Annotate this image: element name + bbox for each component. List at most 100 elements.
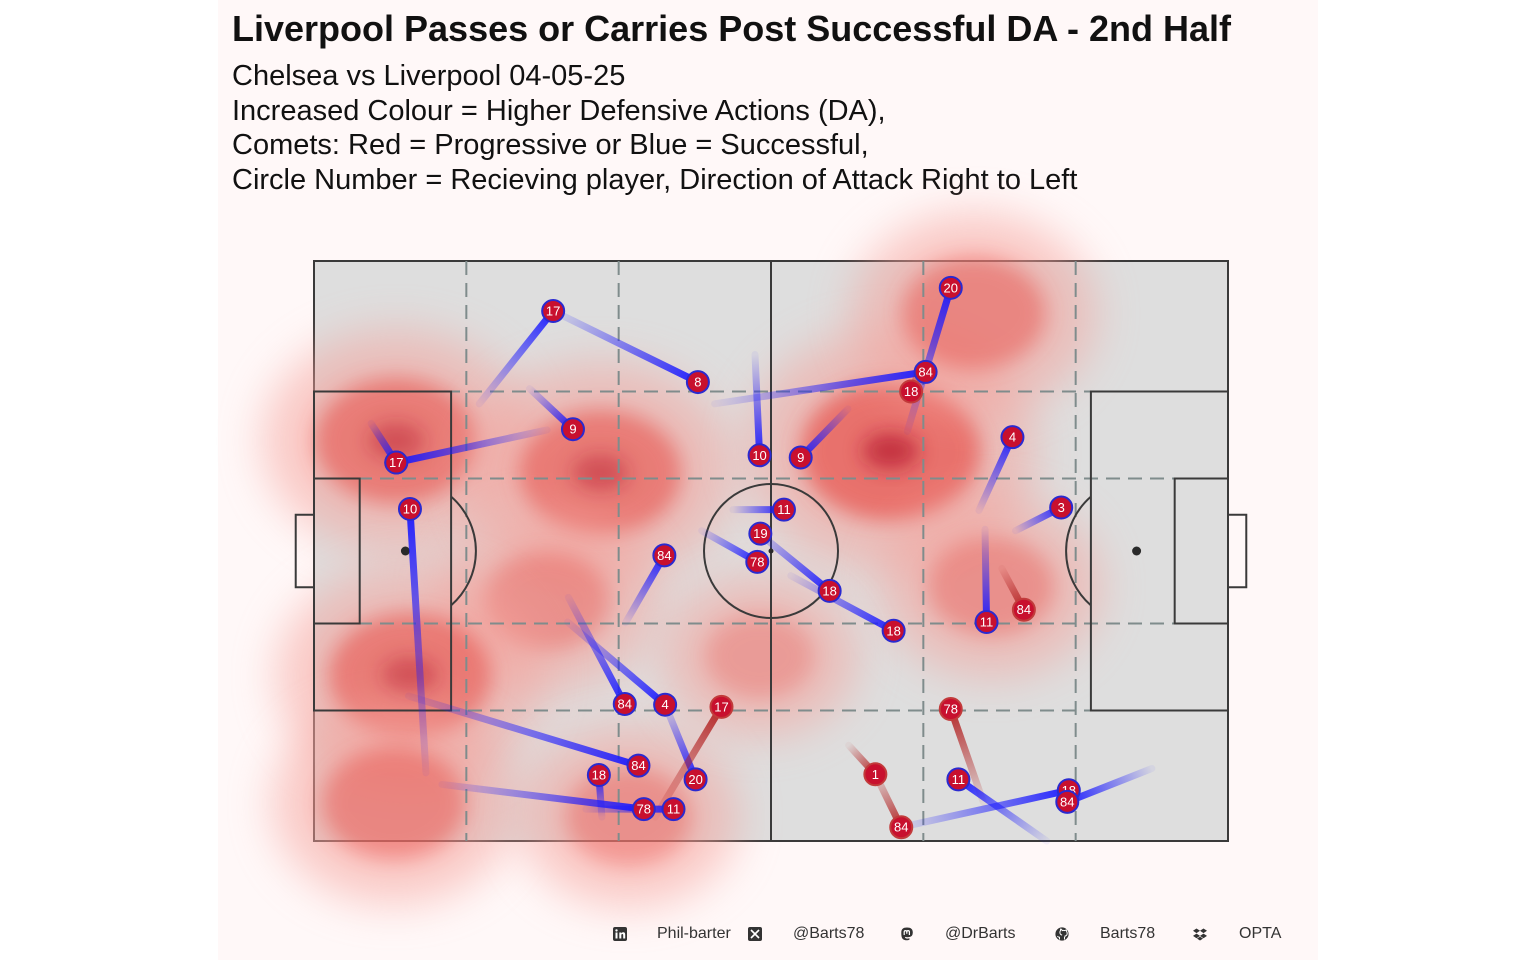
mastodon-icon	[901, 927, 913, 941]
successful-comet	[975, 433, 1016, 514]
receiver-marker: 4	[1000, 425, 1025, 450]
receiver-marker: 84	[652, 543, 677, 568]
subtitle-line-2: Increased Colour = Higher Defensive Acti…	[232, 95, 886, 127]
successful-comet	[954, 775, 1051, 845]
receiver-number: 84	[1060, 794, 1074, 809]
receiver-number: 8	[694, 375, 701, 390]
receiver-marker: 8	[685, 370, 710, 395]
receiver-marker: 17	[709, 694, 734, 719]
receiver-marker: 11	[974, 610, 999, 635]
receiver-marker: 9	[788, 445, 813, 470]
centre-circle	[703, 483, 839, 619]
footer-mastodon[interactable]: @DrBarts	[945, 925, 1016, 942]
successful-comet	[404, 692, 642, 770]
linkedin-icon	[613, 927, 627, 941]
receiver-marker: 11	[771, 497, 796, 522]
progressive-comet	[947, 705, 988, 807]
receiver-marker: 84	[626, 753, 651, 778]
receiver-number: 17	[389, 455, 403, 470]
successful-comet	[661, 701, 700, 783]
receiver-marker: 11	[946, 767, 971, 792]
right-penalty-spot	[1132, 546, 1142, 556]
receiver-marker: 18	[586, 763, 611, 788]
density-region	[662, 576, 857, 737]
receiver-marker: 84	[612, 691, 637, 716]
successful-comet	[751, 351, 764, 459]
footer-linkedin[interactable]: Phil-barter	[657, 925, 731, 942]
receiver-marker: 84	[1011, 597, 1036, 622]
receiver-number: 18	[904, 384, 918, 399]
receiver-number: 17	[714, 699, 728, 714]
chart-title: Liverpool Passes or Carries Post Success…	[232, 8, 1231, 49]
footer-source: OPTA	[1239, 925, 1282, 942]
receiver-number: 78	[750, 554, 764, 569]
receiver-number: 78	[944, 702, 958, 717]
receiver-marker: 20	[938, 275, 963, 300]
receiver-number: 9	[569, 422, 576, 437]
receiver-marker: 9	[560, 417, 585, 442]
successful-comet	[475, 307, 557, 408]
successful-comet	[981, 525, 991, 626]
successful-comet	[787, 572, 898, 635]
receiver-number: 18	[886, 623, 900, 638]
pitch-markings	[294, 261, 1248, 841]
density-region	[519, 726, 738, 907]
successful-comet	[711, 368, 930, 408]
receiver-marker: 18	[817, 578, 842, 603]
receiver-number: 19	[753, 526, 767, 541]
receiver-number: 84	[618, 696, 632, 711]
successful-comet	[622, 551, 668, 627]
footer-github[interactable]: Barts78	[1100, 925, 1156, 942]
right-goal	[1227, 513, 1248, 589]
receiver-marker: 84	[913, 359, 938, 384]
centre-spot	[768, 548, 774, 554]
receiver-number: 1	[872, 767, 879, 782]
receiver-number: 11	[777, 502, 791, 517]
receiver-number: 4	[1009, 430, 1016, 445]
successful-comet	[564, 618, 669, 709]
receiver-marker: 18	[881, 618, 906, 643]
zone-lines	[314, 261, 1228, 841]
x-icon	[748, 927, 762, 941]
receiver-marker: 20	[683, 767, 708, 792]
receiver-number: 17	[546, 304, 560, 319]
receiver-marker: 78	[745, 549, 770, 574]
receiver-marker: 84	[1055, 789, 1080, 814]
receiver-marker: 17	[541, 299, 566, 324]
receiver-number: 18	[822, 583, 836, 598]
receiver-marker: 11	[661, 797, 686, 822]
receiver-marker: 17	[384, 450, 409, 475]
dropbox-icon	[1193, 928, 1207, 941]
receiver-number: 10	[403, 501, 417, 516]
receiver-marker: 19	[748, 521, 773, 546]
receiver-marker: 10	[397, 496, 422, 521]
receiver-marker: 84	[889, 815, 914, 840]
receiver-number: 11	[667, 802, 681, 817]
successful-comet	[392, 426, 551, 467]
left-penalty-arc	[450, 495, 477, 607]
successful-comet	[438, 780, 648, 813]
receiver-number: 84	[1017, 602, 1031, 617]
receiver-marker: 78	[938, 697, 963, 722]
receiver-marker: 18	[899, 379, 924, 404]
density-region	[852, 213, 1095, 414]
receiver-number: 84	[918, 364, 932, 379]
receiver-marker: 3	[1049, 495, 1074, 520]
receiver-number: 20	[944, 280, 958, 295]
receiver-number: 11	[980, 615, 994, 630]
successful-comet	[549, 307, 702, 386]
receiver-marker: 1	[863, 762, 888, 787]
receiver-number: 3	[1058, 500, 1065, 515]
receiver-number: 84	[657, 548, 671, 563]
receiver-number: 78	[637, 802, 651, 817]
receiver-marker: 78	[631, 797, 656, 822]
receiver-number: 18	[592, 768, 606, 783]
receiver-marker: 10	[747, 443, 772, 468]
subtitle-line-4: Circle Number = Recieving player, Direct…	[232, 164, 1078, 196]
receiver-number: 20	[688, 772, 702, 787]
successful-comet	[903, 284, 955, 435]
footer-x-handle[interactable]: @Barts78	[793, 925, 865, 942]
successful-comet	[1063, 765, 1156, 806]
receiver-number: 4	[662, 697, 669, 712]
